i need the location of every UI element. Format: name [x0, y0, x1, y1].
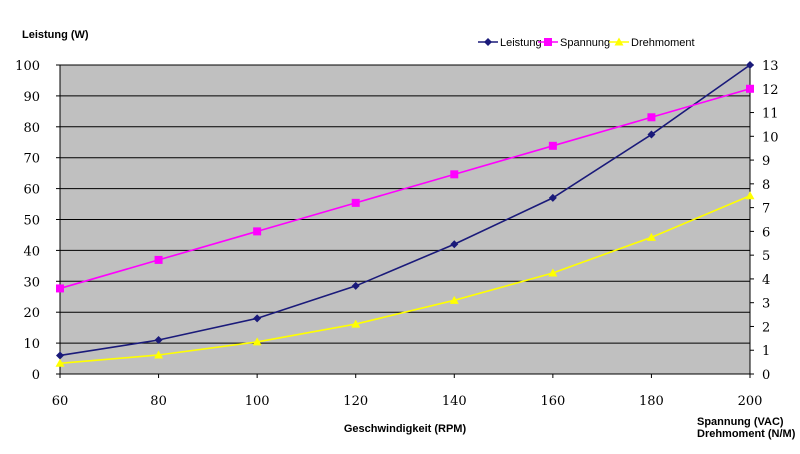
leistung-point: [253, 314, 262, 323]
right-tick-label: 9: [762, 154, 770, 169]
x-tick-label: 80: [150, 394, 167, 409]
right-tick-label: 7: [762, 202, 770, 217]
drehmoment-line: [59, 194, 751, 365]
left-tick-label: 60: [23, 183, 40, 198]
drehmoment-point: [548, 268, 558, 277]
left-tick-label: 40: [23, 244, 40, 259]
leistung-point: [450, 240, 459, 249]
drehmoment-point: [351, 319, 361, 328]
x-tick-label: 160: [540, 394, 565, 409]
legend-leistung-label: Leistung: [500, 37, 542, 49]
spannung-point: [647, 113, 656, 122]
spannung-point: [351, 198, 360, 207]
y-axis-left-label: Leistung (W): [22, 29, 89, 41]
x-tick-label: 60: [52, 394, 69, 409]
drehmoment-point: [745, 191, 755, 200]
left-tick-label: 10: [23, 337, 40, 352]
drehmoment-point: [154, 350, 164, 359]
spannung-line: [59, 88, 751, 290]
legend-leistung-marker: [484, 38, 492, 46]
leistung-point: [351, 281, 360, 290]
legend-spannung-marker: [544, 38, 552, 46]
spannung-point: [450, 170, 459, 179]
right-tick-label: 12: [762, 83, 779, 98]
left-tick-label: 100: [15, 59, 40, 74]
leistung-point: [154, 336, 163, 345]
right-tick-label: 3: [762, 297, 770, 312]
right-tick-label: 8: [762, 178, 770, 193]
leistung-point: [647, 130, 656, 139]
leistung-line: [59, 64, 751, 357]
spannung-point: [154, 255, 163, 264]
spannung-point: [253, 227, 262, 236]
right-tick-label: 0: [762, 368, 770, 383]
leistung-point: [746, 61, 754, 69]
drehmoment-point: [252, 337, 262, 346]
spannung-point: [746, 84, 754, 93]
left-tick-label: 70: [23, 152, 40, 167]
drehmoment-point: [55, 358, 65, 367]
right-tick-label: 2: [762, 320, 770, 335]
legend-spannung-label: Spannung: [560, 37, 610, 49]
right-tick-label: 10: [762, 130, 779, 145]
x-tick-label: 120: [343, 394, 368, 409]
legend-drehmoment-label: Drehmoment: [631, 37, 695, 49]
right-tick-label: 1: [762, 344, 770, 359]
legend-drehmoment-marker: [614, 37, 624, 46]
right-tick-label: 4: [762, 273, 770, 288]
left-tick-label: 30: [23, 275, 40, 290]
x-tick-label: 180: [639, 394, 664, 409]
drehmoment-point: [646, 232, 656, 241]
left-tick-label: 0: [32, 368, 40, 383]
left-tick-label: 50: [23, 214, 40, 229]
spannung-point: [548, 141, 557, 150]
spannung-point: [56, 284, 64, 293]
left-tick-label: 80: [23, 121, 40, 136]
x-tick-label: 200: [738, 394, 763, 409]
leistung-point: [548, 193, 557, 202]
x-tick-label: 100: [245, 394, 270, 409]
left-axis-ticks: 0 10 20 30 40 50 60 70 80 90 100: [15, 59, 60, 383]
x-tick-label: 140: [442, 394, 467, 409]
left-tick-label: 20: [23, 306, 40, 321]
legend: Leistung Spannung Drehmoment: [478, 37, 695, 49]
right-tick-label: 5: [762, 249, 770, 264]
drehmoment-point: [449, 295, 459, 304]
y-axis-right-label-line2: Drehmoment (N/M): [697, 428, 796, 440]
right-tick-label: 6: [762, 225, 770, 240]
series-group: [55, 61, 755, 367]
x-axis-label: Geschwindigkeit (RPM): [344, 423, 467, 435]
left-tick-label: 90: [23, 90, 40, 105]
y-axis-right-label-line1: Spannung (VAC): [697, 416, 784, 428]
leistung-point: [56, 351, 64, 360]
right-tick-label: 13: [762, 59, 779, 74]
x-axis-ticks: 60 80 100 120 140 160 180 200: [52, 374, 763, 409]
right-tick-label: 11: [762, 107, 779, 122]
